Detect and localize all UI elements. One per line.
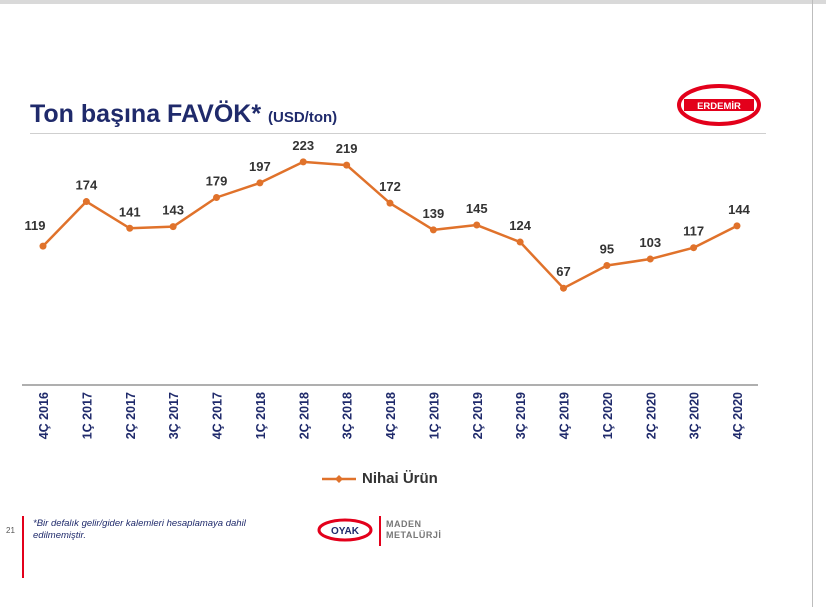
data-label: 119 [25, 218, 46, 233]
data-point [343, 161, 351, 169]
x-tick-label: 2Ç 2020 [644, 392, 658, 439]
title-unit: (USD/ton) [268, 109, 338, 126]
title-text: Ton başına FAVÖK* [30, 100, 262, 128]
data-label: 174 [76, 178, 98, 193]
favok-line-chart: 119 174 141 143 179 197 223 219 172 139 145 124 67 95… [22, 140, 758, 439]
chart-legend: Nihai Ürün [322, 470, 438, 487]
data-label: 67 [556, 264, 570, 279]
data-point [690, 244, 698, 252]
x-tick-label: 1Ç 2018 [254, 392, 268, 439]
legend-line-marker-icon [322, 474, 356, 483]
data-point [39, 242, 47, 250]
x-tick-label: 2Ç 2019 [471, 392, 485, 439]
data-label: 124 [509, 218, 531, 233]
page-number: 21 [6, 526, 15, 535]
erdemir-logo-band [684, 99, 754, 111]
data-label: 139 [423, 206, 445, 221]
data-label: 117 [683, 224, 704, 239]
data-point [256, 179, 264, 187]
footnote: *Bir defalık gelir/gider kalemleri hesap… [33, 518, 246, 541]
x-tick-label: 1Ç 2017 [80, 392, 94, 439]
data-point [733, 222, 741, 230]
data-point [560, 284, 567, 292]
erdemir-logo: ERDEMİR [677, 84, 761, 126]
data-label: 172 [379, 179, 401, 194]
data-label: 179 [206, 173, 228, 188]
x-tick-label: 3Ç 2020 [688, 392, 702, 439]
x-tick-label: 2Ç 2017 [124, 392, 138, 439]
x-tick-label: 4Ç 2020 [731, 392, 745, 439]
x-tick-label: 2Ç 2018 [297, 392, 311, 439]
data-label: 145 [466, 201, 488, 216]
data-labels: 119 174 141 143 179 197 223 219 172 139 145 124 67 95… [25, 140, 751, 279]
oyak-logo: OYAK [317, 518, 373, 542]
maden-line-2: METALÜRJİ [386, 530, 442, 540]
data-label: 197 [249, 159, 271, 174]
maden-metalurji-label: MADEN METALÜRJİ [386, 519, 441, 541]
data-point [126, 224, 134, 232]
x-tick-labels: 4Ç 2016 1Ç 2017 2Ç 2017 3Ç 2017 4Ç 2017 1Ç 20… [37, 392, 745, 439]
page-title: Ton başına FAVÖK* (USD/ton) [30, 100, 337, 129]
title-divider [30, 133, 766, 134]
data-label: 143 [162, 203, 184, 218]
data-label: 95 [600, 242, 614, 257]
maden-line-1: MADEN [386, 519, 422, 529]
x-tick-label: 4Ç 2016 [37, 392, 51, 439]
data-label: 141 [119, 204, 141, 219]
logo-separator [379, 516, 381, 546]
data-label: 144 [728, 202, 750, 217]
data-point [169, 223, 177, 231]
data-point [213, 193, 220, 201]
top-border [0, 0, 826, 4]
erdemir-logo-text: ERDEMİR [697, 101, 741, 112]
data-points [39, 158, 741, 292]
data-point [386, 199, 394, 207]
data-point [429, 226, 437, 234]
x-tick-label: 3Ç 2018 [341, 392, 355, 439]
x-tick-label: 1Ç 2019 [427, 392, 441, 439]
x-tick-label: 4Ç 2019 [558, 392, 572, 439]
data-point [299, 158, 307, 166]
data-point [473, 221, 481, 229]
x-tick-label: 3Ç 2017 [167, 392, 181, 439]
data-label: 219 [336, 141, 358, 156]
data-point [603, 262, 611, 270]
data-point [82, 198, 90, 206]
x-tick-label: 3Ç 2019 [514, 392, 528, 439]
x-tick-label: 4Ç 2017 [211, 392, 225, 439]
oyak-logo-text: OYAK [331, 526, 360, 537]
data-label: 223 [292, 140, 314, 153]
data-label: 103 [639, 235, 661, 250]
right-border [812, 0, 813, 607]
x-tick-label: 1Ç 2020 [601, 392, 615, 439]
legend-series-label: Nihai Ürün [362, 470, 438, 487]
x-tick-label: 4Ç 2018 [384, 392, 398, 439]
data-point [516, 238, 524, 246]
footnote-accent-bar [22, 516, 24, 578]
data-point [646, 255, 654, 263]
